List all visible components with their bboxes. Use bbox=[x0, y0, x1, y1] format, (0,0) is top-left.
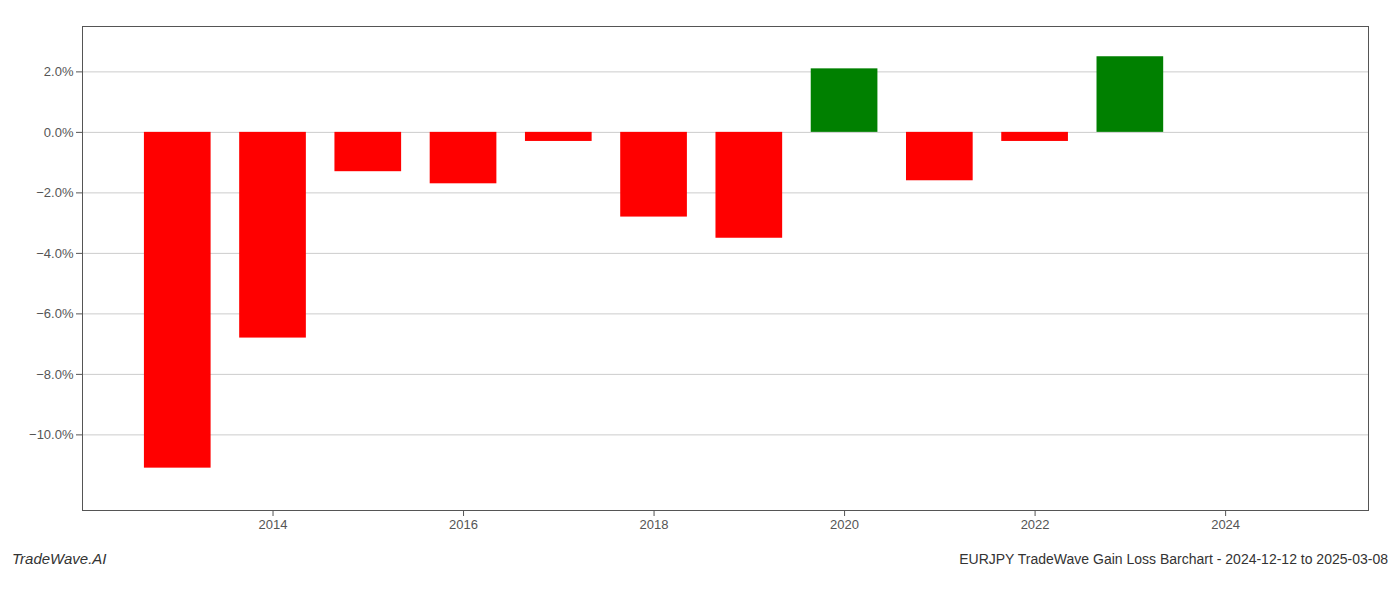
svg-text:−8.0%: −8.0% bbox=[36, 367, 74, 382]
svg-text:2014: 2014 bbox=[259, 517, 288, 532]
svg-text:2016: 2016 bbox=[449, 517, 478, 532]
svg-text:0.0%: 0.0% bbox=[44, 125, 74, 140]
svg-text:2020: 2020 bbox=[830, 517, 859, 532]
svg-text:−4.0%: −4.0% bbox=[36, 246, 74, 261]
svg-text:−6.0%: −6.0% bbox=[36, 306, 74, 321]
svg-text:2022: 2022 bbox=[1021, 517, 1050, 532]
svg-text:2024: 2024 bbox=[1211, 517, 1240, 532]
svg-text:2.0%: 2.0% bbox=[44, 64, 74, 79]
svg-text:−2.0%: −2.0% bbox=[36, 185, 74, 200]
svg-text:2018: 2018 bbox=[640, 517, 669, 532]
svg-text:−10.0%: −10.0% bbox=[29, 427, 74, 442]
html-text:TradeWave.AI: TradeWave.AI bbox=[12, 550, 107, 567]
html-text:EURJPY TradeWave Gain Loss Bar: EURJPY TradeWave Gain Loss Barchart - 20… bbox=[959, 551, 1388, 567]
